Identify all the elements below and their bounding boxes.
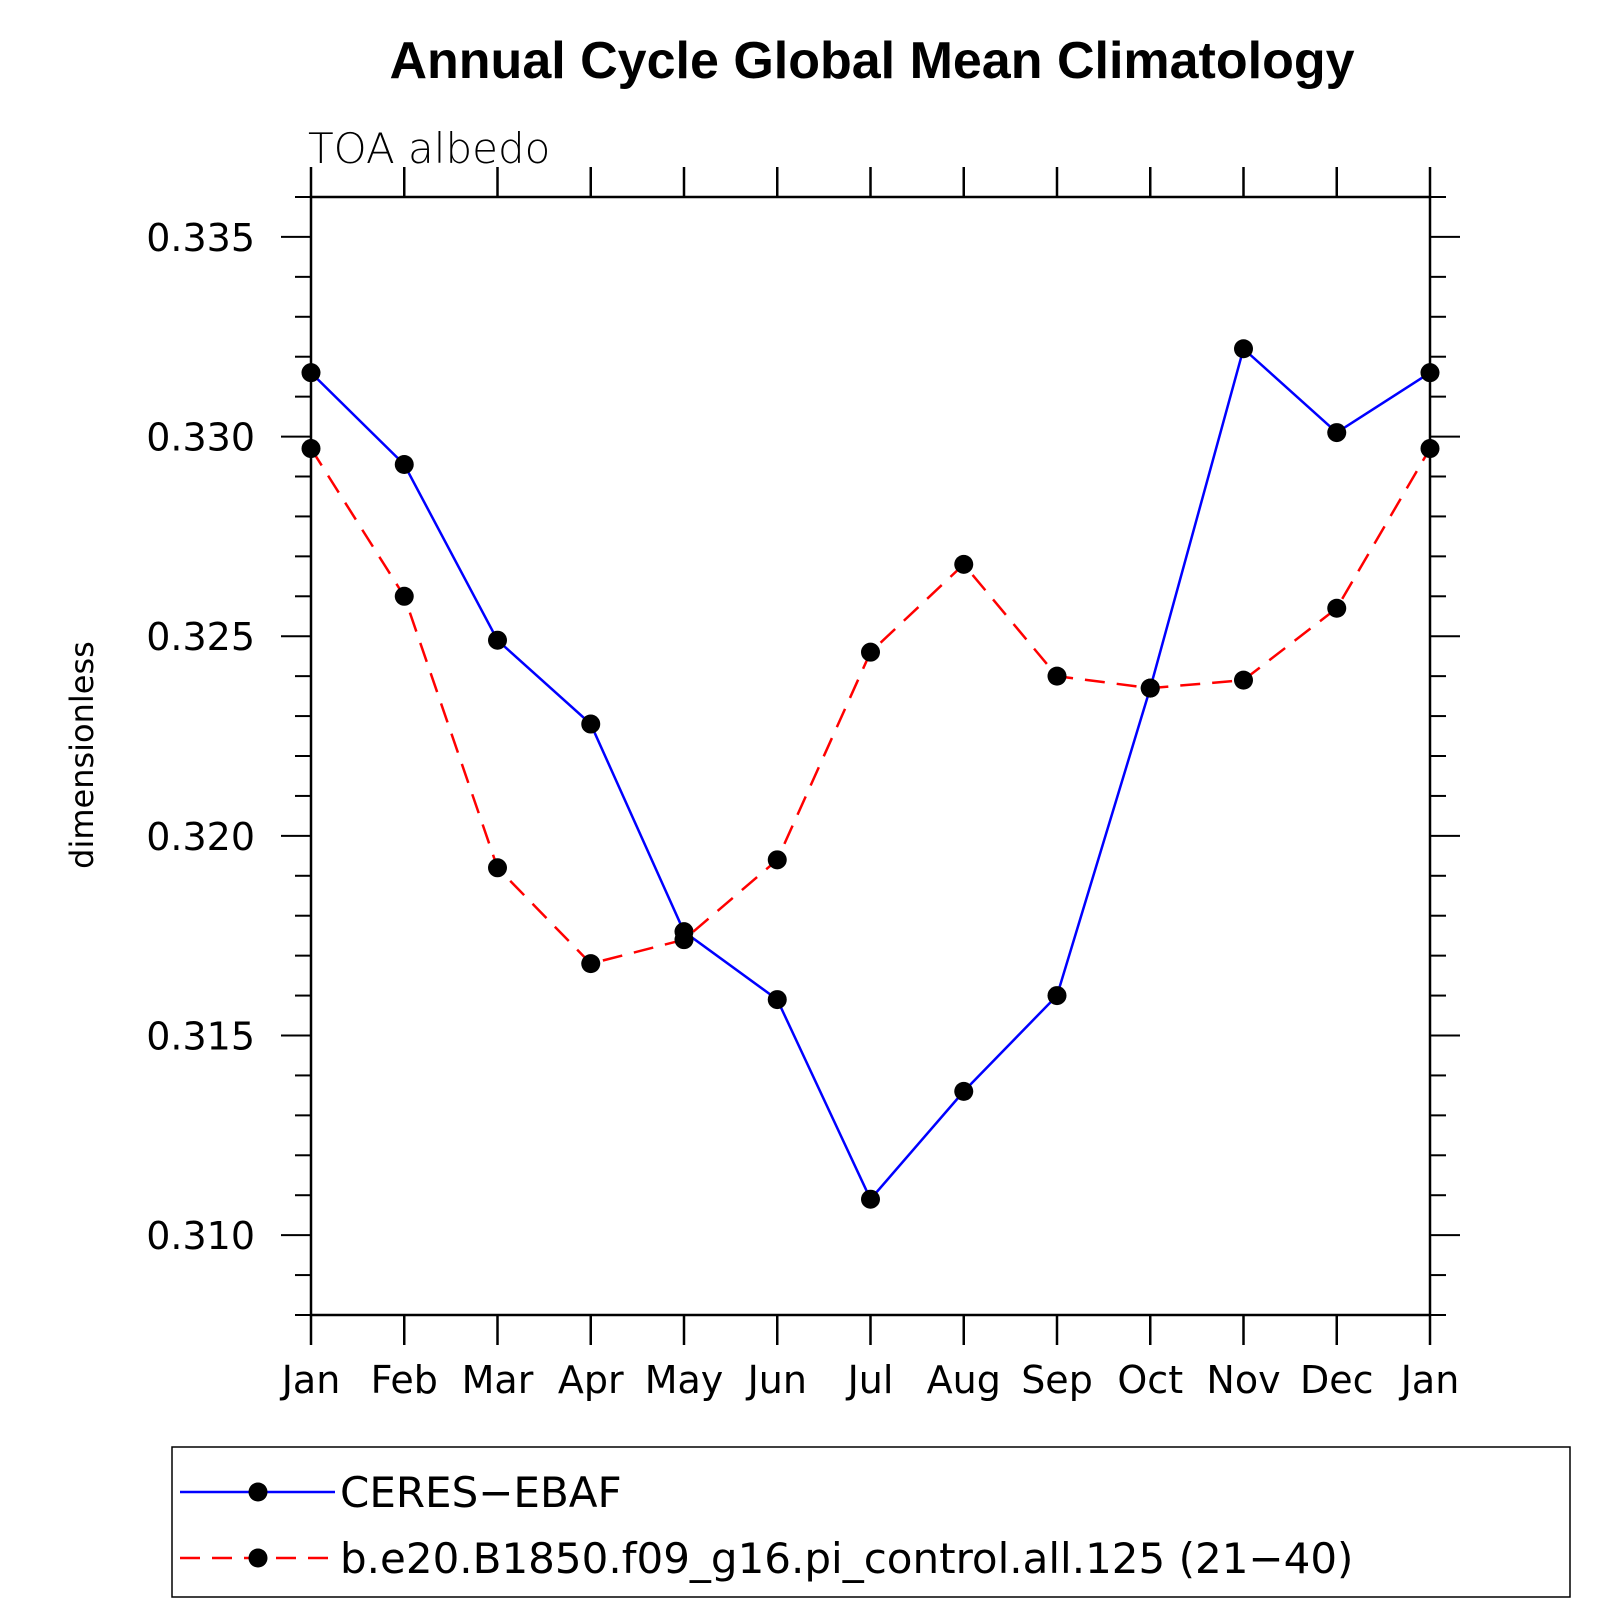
data-point — [1420, 363, 1440, 383]
data-point — [1047, 666, 1067, 686]
data-point — [1140, 678, 1160, 698]
data-point — [674, 930, 694, 950]
y-axis-tick-labels: 0.310 0.315 0.320 0.325 0.330 0.335 — [146, 216, 255, 1258]
legend: CERES−EBAF b.e20.B1850.f09_g16.pi_control… — [171, 1446, 1571, 1598]
series-layer — [301, 339, 1440, 1209]
x-tick-label: Jul — [846, 1358, 894, 1402]
x-tick-label: Jan — [1399, 1358, 1460, 1402]
x-axis-tick-labels: Jan Feb Mar Apr May Jun Jul Aug Sep Oct Nov Dec Jan — [280, 1358, 1460, 1402]
data-point — [1047, 986, 1067, 1006]
y-tick-label: 0.320 — [146, 815, 255, 859]
data-point — [1234, 339, 1253, 359]
y-axis-label: dimensionless — [63, 641, 101, 869]
data-point — [767, 850, 787, 870]
x-tick-label: Feb — [371, 1358, 438, 1402]
data-point — [1234, 670, 1253, 690]
data-point — [488, 858, 507, 878]
chart-subtitle: TOA albedo — [308, 124, 550, 173]
axis-ticks — [281, 167, 1460, 1345]
data-point — [488, 630, 507, 650]
data-point — [861, 1189, 880, 1209]
series-line — [310, 346, 1431, 1202]
x-tick-label: Aug — [927, 1358, 1001, 1402]
series-1 — [301, 339, 1440, 1209]
data-point — [301, 363, 321, 383]
chart-title: Annual Cycle Global Mean Climatology — [389, 32, 1354, 90]
plot-area: 0.310 0.315 0.320 0.325 0.330 0.335 Jan Feb Mar… — [146, 167, 1460, 1402]
y-tick-label: 0.315 — [146, 1015, 255, 1059]
x-tick-label: Oct — [1117, 1358, 1183, 1402]
x-tick-label: Mar — [462, 1358, 534, 1402]
legend-marker — [248, 1482, 268, 1502]
x-tick-label: May — [645, 1358, 724, 1402]
series-2 — [301, 439, 1440, 974]
data-point — [301, 439, 321, 459]
legend-items: CERES−EBAF b.e20.B1850.f09_g16.pi_control… — [180, 1468, 1353, 1583]
series-line — [309, 447, 1432, 966]
data-point — [954, 1081, 974, 1101]
y-tick-label: 0.335 — [146, 216, 255, 260]
x-tick-label: Jun — [746, 1358, 807, 1402]
data-point — [394, 455, 414, 475]
legend-label: CERES−EBAF — [340, 1468, 622, 1517]
data-point — [394, 586, 414, 606]
data-point — [954, 554, 974, 574]
y-tick-label: 0.325 — [146, 615, 255, 659]
data-point — [1420, 439, 1440, 459]
data-point — [1327, 423, 1347, 443]
legend-item-1: CERES−EBAF — [180, 1468, 622, 1517]
data-point — [1327, 598, 1347, 618]
data-point — [767, 990, 787, 1010]
data-point — [861, 642, 880, 662]
y-tick-label: 0.330 — [146, 416, 255, 460]
x-tick-label: Sep — [1021, 1358, 1093, 1402]
x-tick-label: Jan — [280, 1358, 341, 1402]
legend-item-2: b.e20.B1850.f09_g16.pi_control.all.125 (… — [180, 1534, 1353, 1583]
x-tick-label: Dec — [1300, 1358, 1374, 1402]
y-tick-label: 0.310 — [146, 1214, 255, 1258]
legend-label: b.e20.B1850.f09_g16.pi_control.all.125 (… — [340, 1534, 1353, 1583]
legend-box — [171, 1446, 1571, 1598]
legend-marker — [248, 1548, 268, 1568]
x-tick-label: Apr — [558, 1358, 624, 1402]
x-tick-label: Nov — [1206, 1358, 1280, 1402]
data-point — [581, 954, 601, 974]
data-point — [581, 714, 601, 734]
